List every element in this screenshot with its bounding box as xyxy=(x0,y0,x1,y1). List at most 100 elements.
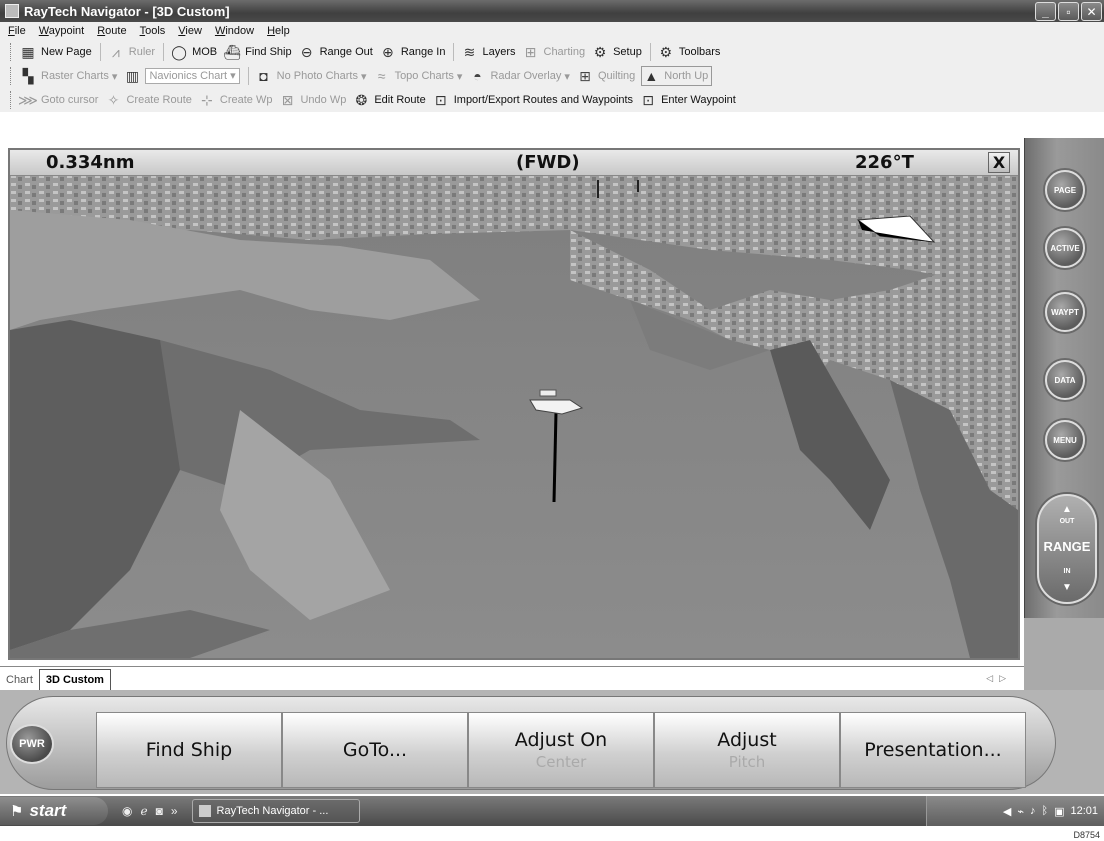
hud-bar: 0.334nm (FWD) 226°T X xyxy=(10,150,1018,176)
3d-terrain-scene[interactable] xyxy=(10,150,1018,658)
find-ship-button[interactable]: ⛴ Find Ship xyxy=(223,43,292,60)
goto-cursor-icon: ⋙ xyxy=(18,91,38,108)
range-out-button[interactable]: ⊖ Range Out xyxy=(298,43,373,61)
layers-icon: ≋ xyxy=(463,43,476,60)
menu-button[interactable]: MENU xyxy=(1045,420,1085,460)
menu-window[interactable]: Window xyxy=(214,25,255,37)
start-button[interactable]: ⚑ start xyxy=(0,797,108,825)
taskbar-app-button[interactable]: RayTech Navigator - ... xyxy=(191,799,360,823)
close-view-button[interactable]: X xyxy=(988,152,1010,173)
ruler-button[interactable]: ⩘ Ruler xyxy=(107,43,155,61)
range-control[interactable]: ▲ OUT RANGE IN ▼ xyxy=(1037,494,1097,604)
app-icon xyxy=(5,4,19,18)
navionics-chart-select[interactable]: ▥ Navionics Chart ▾ xyxy=(123,67,240,85)
quilting-button[interactable]: ⊞ Quilting xyxy=(576,67,635,85)
enter-waypoint-button[interactable]: ⊡ Enter Waypoint xyxy=(639,91,736,109)
toolbar-grip[interactable] xyxy=(10,91,13,109)
topo-charts-button[interactable]: ≈ Topo Charts ▾ xyxy=(373,67,463,85)
title-bar: RayTech Navigator - [3D Custom] _ ▫ ✕ xyxy=(0,0,1104,22)
toolbar-grip[interactable] xyxy=(10,67,13,85)
softkey-presentation[interactable]: Presentation... xyxy=(840,712,1026,788)
softkey-adjust-pitch[interactable]: Adjust Pitch xyxy=(654,712,840,788)
edit-route-button[interactable]: ❂ Edit Route xyxy=(352,91,425,109)
range-out-icon: ⊖ xyxy=(300,43,313,60)
tab-3d-custom[interactable]: 3D Custom xyxy=(38,669,111,690)
enter-waypoint-icon: ⊡ xyxy=(642,91,654,108)
goto-cursor-button[interactable]: ⋙ Goto cursor xyxy=(18,91,99,108)
radar-overlay-button[interactable]: ◓ Radar Overlay ▾ xyxy=(468,67,570,85)
side-button-panel: PAGE ACTIVE WAYPT DATA MENU ▲ OUT RANGE … xyxy=(1024,138,1104,690)
north-up-icon: ▲ xyxy=(644,68,659,84)
mob-button[interactable]: ◯ MOB xyxy=(171,43,218,60)
photo-charts-button[interactable]: ◘ No Photo Charts ▾ xyxy=(255,67,366,85)
setup-button[interactable]: ⚙ Setup xyxy=(591,43,642,61)
raster-charts-button[interactable]: ▚ Raster Charts ▾ xyxy=(19,67,118,85)
page-button[interactable]: PAGE xyxy=(1045,170,1085,210)
menu-route[interactable]: Route xyxy=(97,25,127,37)
data-button[interactable]: DATA xyxy=(1045,360,1085,400)
topo-icon: ≈ xyxy=(377,68,386,84)
camera-icon: ◘ xyxy=(259,68,268,84)
browser-icon[interactable]: ℯ xyxy=(140,804,148,818)
bearing-readout: 226°T xyxy=(855,152,914,173)
new-page-button[interactable]: ▦ New Page xyxy=(19,43,91,61)
tray-app-icon[interactable]: ▣ xyxy=(1054,805,1065,818)
menu-help[interactable]: Help xyxy=(267,25,290,37)
undo-wp-button[interactable]: ⊠ Undo Wp xyxy=(278,91,347,109)
toolbars-icon: ⚙ xyxy=(659,43,673,60)
setup-icon: ⚙ xyxy=(593,43,607,60)
media-icon[interactable]: ◙ xyxy=(155,804,163,818)
softkey-find-ship[interactable]: Find Ship xyxy=(96,712,282,788)
side-panel-lower xyxy=(1024,618,1104,690)
quilting-icon: ⊞ xyxy=(579,67,591,84)
toolbars-button[interactable]: ⚙ Toolbars xyxy=(657,43,721,61)
toolbar-charts: ▚ Raster Charts ▾ ▥ Navionics Chart ▾ ◘ No … xyxy=(0,64,1104,88)
restore-button[interactable]: ▫ xyxy=(1058,2,1079,21)
range-out-label: OUT xyxy=(1059,518,1075,525)
range-in-button[interactable]: ⊕ Range In xyxy=(379,43,446,61)
create-wp-button[interactable]: ⊹ Create Wp xyxy=(198,91,272,109)
network-icon[interactable]: ⌁ xyxy=(1017,805,1024,818)
menu-tools[interactable]: Tools xyxy=(139,25,166,37)
range-in-label: IN xyxy=(1063,568,1071,575)
range-readout: 0.334nm xyxy=(46,152,135,173)
minimize-button[interactable]: _ xyxy=(1035,2,1056,21)
create-wp-icon: ⊹ xyxy=(201,91,213,108)
toolbar-grip[interactable] xyxy=(10,43,13,61)
import-export-button[interactable]: ⊡ Import/Export Routes and Waypoints xyxy=(432,91,633,109)
app-task-icon xyxy=(198,805,211,817)
tray-expand-icon[interactable]: ◀ xyxy=(1002,805,1012,818)
layers-button[interactable]: ≋ Layers xyxy=(460,43,516,61)
quick-launch-icon[interactable]: ◉ xyxy=(122,804,133,818)
north-up-button[interactable]: ▲ North Up xyxy=(641,66,713,86)
quick-launch: ◉ ℯ ◙ » xyxy=(122,804,178,818)
3d-view[interactable]: 0.334nm (FWD) 226°T X xyxy=(8,148,1020,660)
menu-view[interactable]: View xyxy=(178,25,202,37)
range-in-arrow-icon[interactable]: ▼ xyxy=(1062,582,1072,593)
ruler-icon: ⩘ xyxy=(111,43,120,60)
more-chevron-icon[interactable]: » xyxy=(170,804,178,818)
bluetooth-icon[interactable]: ᛒ xyxy=(1041,805,1049,817)
clock: 12:01 xyxy=(1070,805,1098,817)
softkey-adjust-on[interactable]: Adjust On Center xyxy=(468,712,654,788)
figure-id: D8754 xyxy=(1073,830,1100,840)
toolbar-routes: ⋙ Goto cursor ✧ Create Route ⊹ Create Wp ⊠ U… xyxy=(0,88,1104,112)
waypt-button[interactable]: WAYPT xyxy=(1045,292,1085,332)
volume-icon[interactable]: ♪ xyxy=(1029,805,1036,817)
power-button[interactable]: PWR xyxy=(10,724,54,764)
edit-route-icon: ❂ xyxy=(355,91,368,108)
menu-waypoint[interactable]: Waypoint xyxy=(38,25,85,37)
create-route-button[interactable]: ✧ Create Route xyxy=(104,91,192,109)
menu-file[interactable]: File xyxy=(8,25,26,37)
tab-scroll-icon[interactable]: ◁▷ xyxy=(986,673,1012,683)
active-button[interactable]: ACTIVE xyxy=(1045,228,1085,268)
toolbar-main: ▦ New Page ⩘ Ruler ◯ MOB ⛴ Find Ship ⊖ Range … xyxy=(0,40,1104,64)
range-out-arrow-icon[interactable]: ▲ xyxy=(1062,504,1072,515)
create-route-icon: ✧ xyxy=(107,91,120,108)
charting-button[interactable]: ⊞ Charting xyxy=(522,43,585,61)
softkey-goto[interactable]: GoTo... xyxy=(282,712,468,788)
tab-chart[interactable]: Chart xyxy=(6,674,33,686)
raster-charts-icon: ▚ xyxy=(22,67,34,84)
navionics-icon: ▥ xyxy=(125,67,140,84)
close-window-button[interactable]: ✕ xyxy=(1081,2,1102,21)
